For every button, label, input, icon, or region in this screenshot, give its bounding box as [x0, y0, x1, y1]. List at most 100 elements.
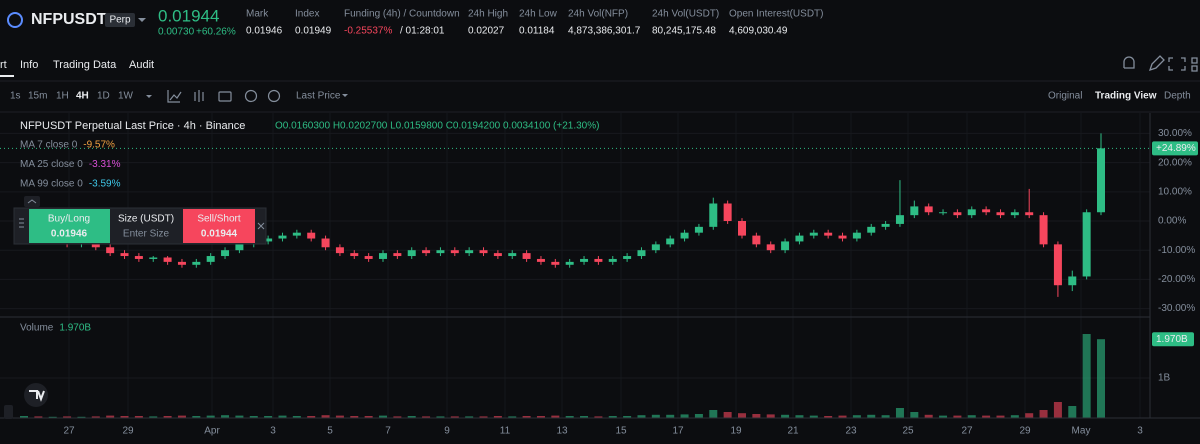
volume-bar	[149, 416, 158, 418]
ma-name: MA 25 close 0	[20, 159, 83, 170]
volume-bar	[594, 416, 603, 418]
volume-bar	[982, 415, 991, 418]
layout-icon[interactable]	[1191, 57, 1198, 72]
x-tick-label: 27	[63, 426, 75, 437]
last-price-label: +24.89%	[1156, 143, 1196, 154]
volume-bar	[852, 415, 861, 418]
volume-bar	[580, 416, 589, 418]
volume-bar	[608, 416, 617, 418]
candle-body	[982, 209, 991, 213]
candle-body	[752, 235, 761, 245]
volume-bar	[364, 416, 373, 418]
bell-icon[interactable]	[1123, 56, 1135, 69]
collapse-button[interactable]	[24, 196, 40, 207]
last-price: 0.01944	[158, 6, 219, 25]
candle-body	[364, 256, 373, 259]
change: 0.00730	[158, 27, 195, 38]
stat-value: 0.01946	[246, 26, 283, 37]
volume-bar	[666, 414, 675, 418]
volume-bar	[77, 416, 86, 418]
x-tick-label: 27	[961, 426, 973, 437]
candle-body	[996, 212, 1005, 216]
volume-bar	[20, 416, 28, 418]
price-type-dropdown[interactable]	[342, 94, 348, 97]
interval[interactable]: 1H	[56, 91, 69, 102]
candle-body	[852, 232, 861, 239]
view-option[interactable]: Original	[1048, 91, 1082, 102]
candle-body	[292, 232, 301, 236]
tab[interactable]: Audit	[129, 59, 154, 71]
y-tick-label: -30.00%	[1158, 303, 1195, 314]
ma-name: MA 7 close 0	[20, 140, 78, 151]
tab[interactable]: rt	[0, 59, 7, 71]
symbol[interactable]: NFPUSDT	[31, 11, 107, 28]
interval[interactable]: 1D	[97, 91, 110, 102]
volume-bar	[895, 408, 904, 418]
camera-icon[interactable]	[218, 91, 232, 102]
volume-bar	[881, 415, 890, 418]
x-tick-label: 29	[1019, 426, 1031, 437]
candle-body	[809, 232, 818, 236]
add-icon[interactable]	[244, 89, 258, 103]
view-option[interactable]: Depth	[1164, 91, 1191, 102]
price-type[interactable]: Last Price	[296, 91, 341, 102]
x-tick-label: 23	[845, 426, 857, 437]
x-tick-label: 11	[500, 426, 511, 437]
x-tick-label: 7	[385, 426, 391, 437]
candle-body	[493, 253, 502, 257]
tab[interactable]: Info	[20, 59, 38, 71]
x-tick-label: 21	[787, 426, 799, 437]
x-tick-label: Apr	[204, 426, 220, 437]
buy-button[interactable]	[29, 209, 110, 243]
stat-value: 0.01949	[295, 26, 332, 37]
expand-icon[interactable]	[1168, 57, 1186, 71]
settings-icon[interactable]	[267, 89, 281, 103]
volume-bar	[206, 415, 215, 418]
dropdown[interactable]	[138, 18, 146, 22]
interval[interactable]: 4H	[76, 91, 89, 102]
x-tick-label: 19	[730, 426, 742, 437]
candle-body	[666, 238, 675, 245]
candle-body	[436, 250, 445, 254]
tab[interactable]: Trading Data	[53, 59, 117, 71]
stat-label: 24h Vol(NFP)	[568, 9, 628, 20]
sell-label[interactable]: Sell/Short	[197, 214, 241, 225]
volume-bar	[134, 416, 143, 418]
interval[interactable]: 15m	[28, 91, 47, 102]
buy-price[interactable]: 0.01946	[51, 229, 88, 240]
interval[interactable]: 1s	[10, 91, 21, 102]
volume-bar	[249, 416, 258, 418]
candle-body	[723, 203, 732, 222]
toolbar-icons	[167, 89, 281, 103]
size-label: Size (USDT)	[118, 214, 174, 225]
x-tick-label: 29	[122, 426, 134, 437]
edit-icon[interactable]	[1148, 55, 1165, 72]
buy-label[interactable]: Buy/Long	[48, 214, 90, 225]
indicator-icon[interactable]	[167, 90, 182, 103]
volume-bar	[637, 415, 646, 418]
x-tick-label: 3	[270, 426, 276, 437]
volume-bar	[407, 416, 416, 418]
candle-body	[508, 253, 517, 257]
interval-dropdown[interactable]	[146, 95, 152, 98]
sell-button[interactable]	[183, 209, 255, 243]
candle-body	[1025, 212, 1034, 216]
view-option[interactable]: Trading View	[1095, 91, 1157, 102]
candle-body	[1068, 276, 1077, 286]
candle-body	[766, 244, 775, 251]
chart-type-icon[interactable]	[194, 90, 204, 102]
scroll-left[interactable]	[4, 405, 13, 419]
candle-body	[881, 223, 890, 227]
y-tick-label: -10.00%	[1158, 245, 1195, 256]
sell-price[interactable]: 0.01944	[201, 229, 238, 240]
candle-body	[321, 238, 330, 248]
size-input[interactable]: Enter Size	[123, 229, 170, 240]
x-tick-label: 15	[615, 426, 627, 437]
interval[interactable]: 1W	[118, 91, 134, 102]
candle-body	[637, 250, 646, 257]
volume-bar	[393, 416, 402, 418]
grip[interactable]	[19, 218, 24, 228]
volume-bar	[867, 414, 876, 418]
candle-body	[393, 253, 402, 257]
close-panel[interactable]	[257, 222, 265, 230]
